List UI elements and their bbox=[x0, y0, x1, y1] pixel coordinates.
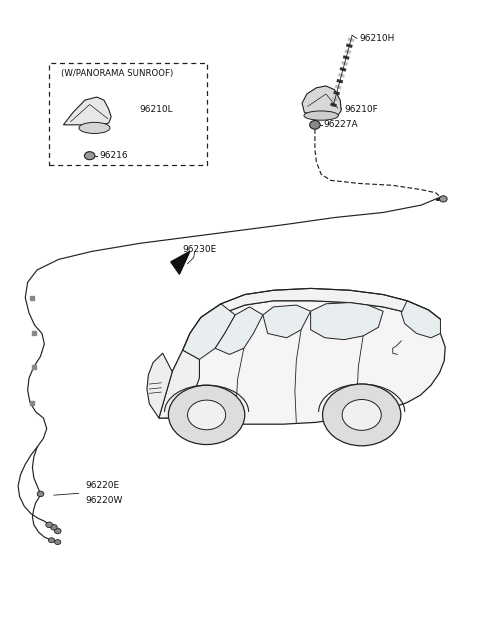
Ellipse shape bbox=[54, 528, 61, 534]
Ellipse shape bbox=[440, 196, 447, 202]
Text: (W/PANORAMA SUNROOF): (W/PANORAMA SUNROOF) bbox=[61, 69, 173, 78]
Polygon shape bbox=[311, 303, 383, 340]
Polygon shape bbox=[147, 353, 172, 418]
Text: 96227A: 96227A bbox=[324, 120, 358, 130]
Polygon shape bbox=[159, 301, 445, 424]
Ellipse shape bbox=[304, 111, 338, 120]
Ellipse shape bbox=[79, 122, 110, 133]
Text: 96210L: 96210L bbox=[140, 105, 173, 114]
Ellipse shape bbox=[48, 538, 55, 542]
Ellipse shape bbox=[323, 384, 401, 446]
Ellipse shape bbox=[168, 385, 245, 445]
Polygon shape bbox=[263, 305, 311, 338]
Polygon shape bbox=[183, 288, 441, 350]
Text: 96210H: 96210H bbox=[360, 34, 395, 43]
Ellipse shape bbox=[37, 491, 44, 497]
Polygon shape bbox=[401, 301, 441, 338]
Text: 96230E: 96230E bbox=[183, 245, 217, 254]
Ellipse shape bbox=[188, 400, 226, 430]
Polygon shape bbox=[183, 304, 235, 360]
Ellipse shape bbox=[46, 522, 52, 528]
Polygon shape bbox=[159, 350, 199, 419]
Ellipse shape bbox=[50, 525, 57, 530]
Ellipse shape bbox=[342, 399, 381, 430]
Ellipse shape bbox=[310, 120, 320, 129]
Ellipse shape bbox=[84, 152, 95, 160]
Polygon shape bbox=[215, 307, 263, 355]
Ellipse shape bbox=[55, 539, 61, 544]
Text: 96216: 96216 bbox=[99, 151, 128, 160]
Text: 96210F: 96210F bbox=[344, 105, 378, 114]
Text: 96220E: 96220E bbox=[85, 481, 119, 490]
Polygon shape bbox=[302, 86, 341, 115]
Polygon shape bbox=[171, 251, 190, 274]
Polygon shape bbox=[63, 97, 111, 126]
Text: 96220W: 96220W bbox=[85, 495, 122, 505]
